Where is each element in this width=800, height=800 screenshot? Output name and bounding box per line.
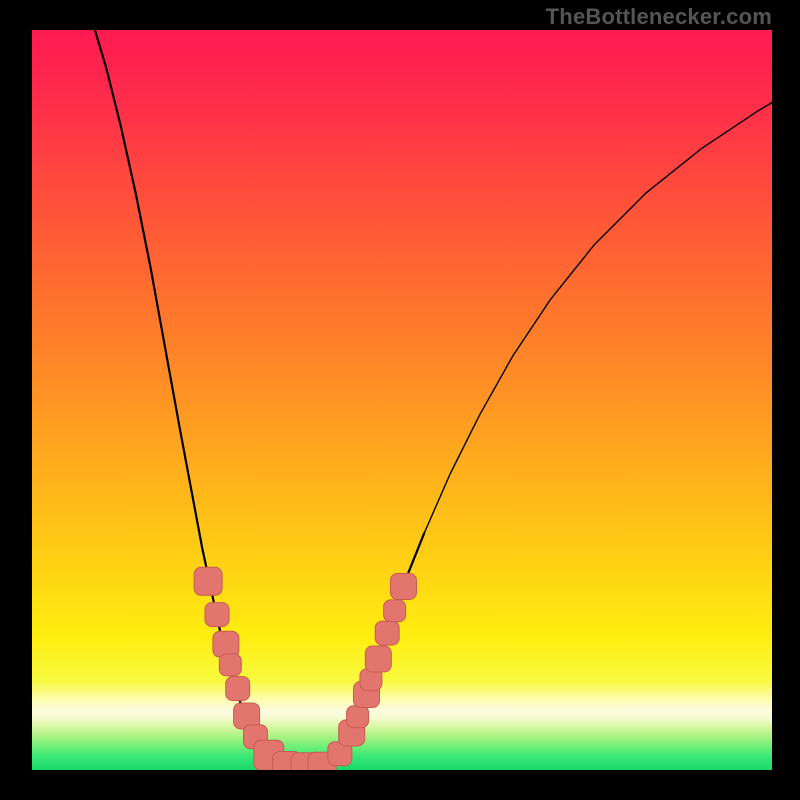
watermark-text: TheBottlenecker.com xyxy=(546,4,772,30)
chart-svg xyxy=(32,30,772,770)
marker-right xyxy=(375,621,399,645)
marker-right xyxy=(390,573,416,599)
marker-left xyxy=(213,631,239,657)
marker-right xyxy=(365,646,391,672)
marker-left xyxy=(226,677,250,701)
marker-left xyxy=(205,603,229,627)
marker-left xyxy=(219,654,241,676)
gradient-background xyxy=(32,30,772,770)
marker-right xyxy=(384,600,406,622)
marker-right xyxy=(347,706,369,728)
marker-left xyxy=(194,567,222,595)
plot-area xyxy=(32,30,772,770)
chart-frame: TheBottlenecker.com xyxy=(0,0,800,800)
